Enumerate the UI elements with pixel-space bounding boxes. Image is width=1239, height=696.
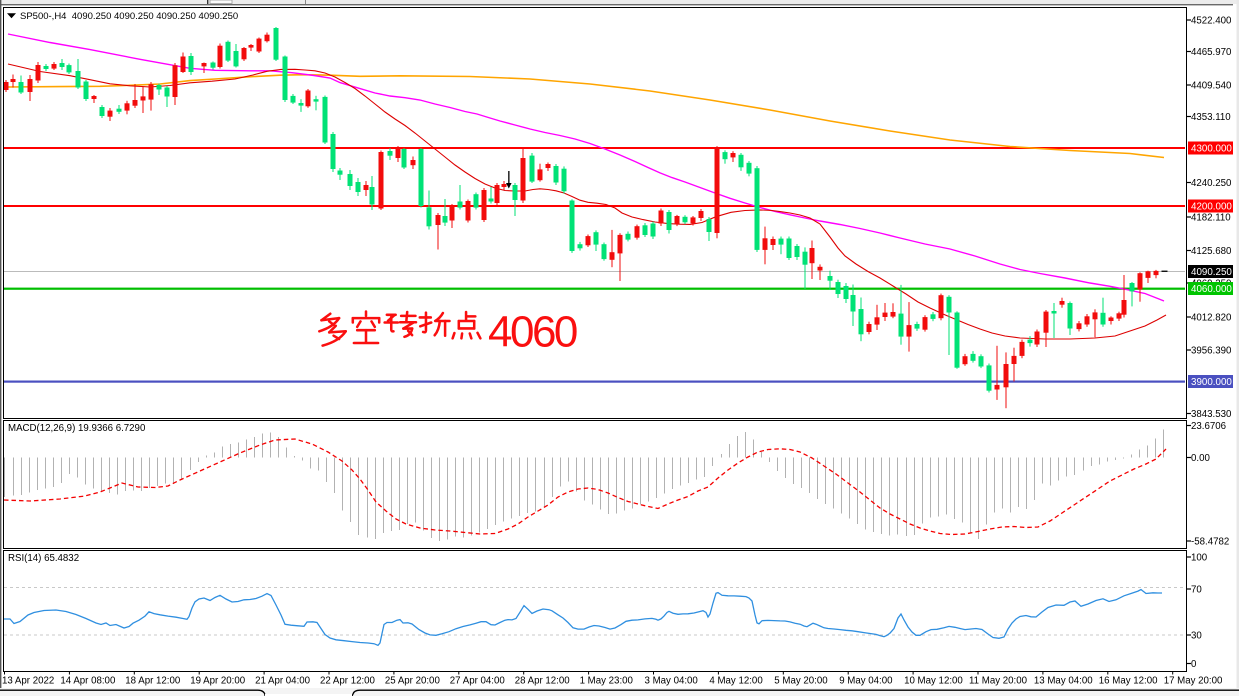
svg-text:4060.000: 4060.000 bbox=[1191, 284, 1232, 295]
svg-text:4353.110: 4353.110 bbox=[1191, 112, 1231, 123]
svg-text:16 May 12:00: 16 May 12:00 bbox=[1099, 676, 1158, 687]
svg-text:4522.400: 4522.400 bbox=[1191, 15, 1232, 26]
svg-text:14 Apr 08:00: 14 Apr 08:00 bbox=[60, 676, 116, 687]
svg-text:22 Apr 12:00: 22 Apr 12:00 bbox=[320, 676, 376, 687]
svg-text:30: 30 bbox=[1191, 630, 1202, 641]
svg-text:11 May 20:00: 11 May 20:00 bbox=[969, 676, 1028, 687]
svg-text:4200.000: 4200.000 bbox=[1191, 202, 1232, 213]
svg-text:4300.000: 4300.000 bbox=[1191, 144, 1232, 155]
svg-text:4182.110: 4182.110 bbox=[1191, 212, 1231, 223]
svg-text:3 May 04:00: 3 May 04:00 bbox=[645, 676, 699, 687]
svg-text:4060: 4060 bbox=[488, 308, 577, 357]
svg-text:25 Apr 20:00: 25 Apr 20:00 bbox=[385, 676, 441, 687]
svg-text:4090.250: 4090.250 bbox=[1191, 267, 1232, 278]
svg-text:-58.4782: -58.4782 bbox=[1191, 536, 1229, 547]
svg-text:3956.390: 3956.390 bbox=[1191, 345, 1232, 356]
svg-text:18 Apr 12:00: 18 Apr 12:00 bbox=[125, 676, 181, 687]
svg-text:RSI(14) 65.4832: RSI(14) 65.4832 bbox=[8, 553, 79, 564]
svg-text:21 Apr 04:00: 21 Apr 04:00 bbox=[255, 676, 311, 687]
svg-text:4012.820: 4012.820 bbox=[1191, 312, 1232, 323]
svg-text:3843.530: 3843.530 bbox=[1191, 409, 1232, 420]
svg-text:13 May 04:00: 13 May 04:00 bbox=[1034, 676, 1093, 687]
svg-text:27 Apr 04:00: 27 Apr 04:00 bbox=[450, 676, 506, 687]
svg-text:4465.970: 4465.970 bbox=[1191, 47, 1232, 58]
svg-text:0: 0 bbox=[1191, 659, 1197, 670]
svg-text:3900.000: 3900.000 bbox=[1191, 377, 1232, 388]
svg-text:13 Apr 2022: 13 Apr 2022 bbox=[2, 676, 54, 687]
svg-text:70: 70 bbox=[1191, 584, 1202, 595]
svg-text:SP500-,H4 4090.250 4090.250 4: SP500-,H4 4090.250 4090.250 4090.250 409… bbox=[20, 11, 238, 22]
svg-text:MACD(12,26,9) 19.9366 6.7290: MACD(12,26,9) 19.9366 6.7290 bbox=[8, 423, 146, 434]
svg-text:17 May 20:00: 17 May 20:00 bbox=[1164, 676, 1223, 687]
svg-text:0.00: 0.00 bbox=[1191, 453, 1210, 464]
svg-text:28 Apr 12:00: 28 Apr 12:00 bbox=[515, 676, 571, 687]
svg-text:4125.680: 4125.680 bbox=[1191, 246, 1232, 257]
svg-text:5 May 20:00: 5 May 20:00 bbox=[774, 676, 828, 687]
svg-text:10 May 12:00: 10 May 12:00 bbox=[904, 676, 963, 687]
svg-text:9 May 04:00: 9 May 04:00 bbox=[839, 676, 893, 687]
svg-text:4409.540: 4409.540 bbox=[1191, 80, 1232, 91]
svg-text:4 May 12:00: 4 May 12:00 bbox=[709, 676, 763, 687]
svg-text:23.6706: 23.6706 bbox=[1191, 421, 1226, 432]
svg-text:1 May 23:00: 1 May 23:00 bbox=[580, 676, 634, 687]
svg-text:100: 100 bbox=[1191, 552, 1208, 563]
svg-text:19 Apr 20:00: 19 Apr 20:00 bbox=[190, 676, 246, 687]
svg-text:4240.250: 4240.250 bbox=[1191, 178, 1232, 189]
